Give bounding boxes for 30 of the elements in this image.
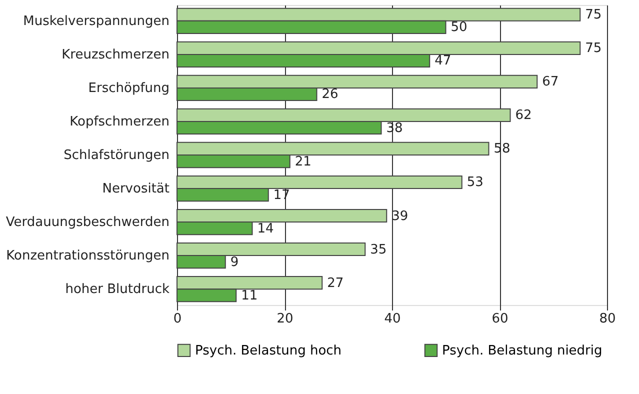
legend-label: Psych. Belastung niedrig	[442, 343, 602, 358]
y-tick-label: Nervosität	[102, 182, 170, 197]
y-tick-label: Kopfschmerzen	[70, 114, 170, 130]
y-tick-label: Verdauungsbeschwerden	[6, 215, 170, 230]
data-label: 21	[294, 154, 312, 170]
y-tick-label: hoher Blutdruck	[65, 282, 170, 298]
x-tick-label: 80	[599, 312, 616, 326]
data-label: 47	[434, 54, 452, 69]
data-label: 26	[322, 87, 338, 102]
data-label: 62	[515, 108, 532, 124]
y-tick-label: Konzentrationsstörungen	[6, 248, 170, 264]
x-tick-label: 0	[173, 312, 182, 326]
y-tick-label: Kreuzschmerzen	[62, 47, 170, 62]
data-label: 67	[542, 74, 559, 90]
x-tick-label: 40	[384, 312, 401, 326]
y-tick-label: Erschöpfung	[88, 80, 170, 96]
data-label: 75	[585, 8, 602, 23]
data-label: 75	[585, 41, 602, 56]
y-tick-label: Muskelverspannungen	[23, 14, 170, 29]
data-label: 11	[241, 288, 258, 304]
data-label: 53	[466, 175, 484, 190]
data-label: 50	[450, 20, 468, 36]
legend-label: Psych. Belastung hoch	[195, 343, 342, 358]
data-label: 27	[327, 276, 344, 291]
x-tick-label: 20	[276, 312, 294, 326]
data-label: 14	[257, 221, 274, 236]
data-label: 9	[230, 254, 239, 270]
y-tick-label: Schlafstörungen	[64, 148, 170, 163]
data-label: 35	[370, 242, 387, 258]
x-tick-label: 60	[492, 312, 508, 326]
